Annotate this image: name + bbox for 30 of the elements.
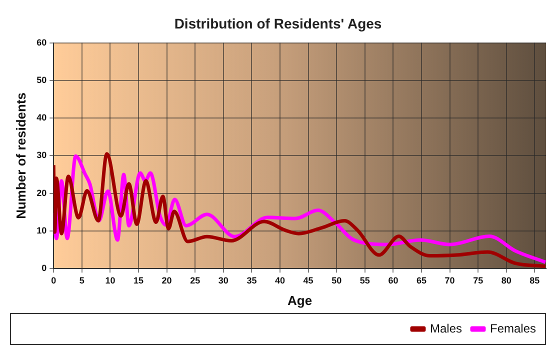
x-tick-label: 40 [274,275,286,286]
x-tick-label: 55 [360,275,370,286]
x-tick-label: 20 [162,275,172,286]
chart-title: Distribution of Residents' Ages [174,15,382,32]
legend-label: Females [490,321,536,336]
y-tick-label: 40 [36,112,47,123]
x-tick-label: 50 [332,275,342,286]
x-tick-label: 25 [190,275,200,286]
legend-label: Males [430,321,462,336]
x-tick-label: 30 [218,275,228,286]
y-tick-label: 10 [36,225,47,236]
y-tick-label: 0 [42,263,47,274]
x-tick-label: 85 [530,275,540,286]
y-tick-label: 30 [36,150,47,160]
x-axis-title: Age [288,292,312,308]
y-tick-label: 60 [36,37,47,48]
y-tick-label: 20 [36,188,47,198]
y-axis-title: Number of residents [13,92,28,219]
x-tick-label: 45 [303,275,314,286]
x-tick-label: 80 [501,275,512,286]
x-tick-label: 70 [444,275,455,286]
x-tick-label: 15 [134,275,144,286]
x-tick-label: 65 [416,275,426,286]
x-tick-label: 75 [473,275,484,286]
x-tick-label: 5 [79,275,84,286]
x-tick-label: 60 [388,275,398,286]
y-tick-label: 50 [36,74,47,85]
x-tick-label: 0 [51,275,56,286]
x-tick-label: 10 [105,275,116,286]
x-tick-label: 35 [246,275,257,286]
